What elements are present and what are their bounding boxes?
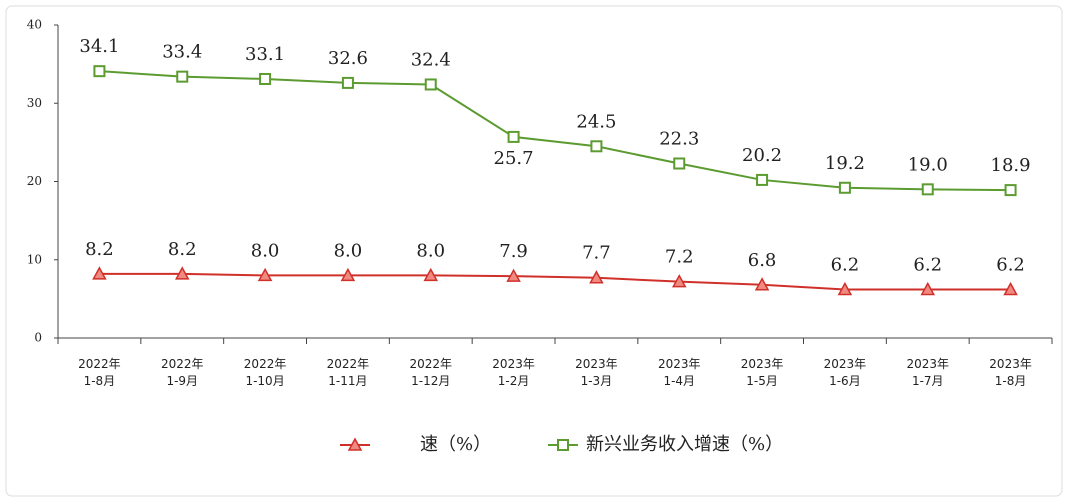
- data-point: [837, 281, 853, 296]
- y-tick-label: 0: [34, 331, 42, 345]
- x-tick-label: 2022年 1-11月: [326, 357, 370, 388]
- x-tick-label: 2022年 1-8月: [78, 357, 121, 388]
- x-tick-label: 2023年 1-5月: [740, 357, 784, 388]
- y-tick-label: 40: [27, 18, 42, 32]
- data-point: [671, 274, 687, 288]
- data-label: 33.4: [162, 42, 202, 63]
- frame: [5, 5, 1063, 497]
- data-point: [92, 266, 107, 280]
- data-point: [341, 76, 354, 89]
- data-point: [424, 78, 437, 91]
- x-tick-label: 2023年 1-3月: [575, 357, 618, 388]
- data-label: 33.1: [245, 44, 285, 65]
- data-label: 19.0: [908, 154, 948, 175]
- x-tick-label: 2023年 1-2月: [492, 357, 535, 388]
- data-point: [340, 267, 356, 282]
- x-tick-label: 2023年 1-4月: [657, 357, 701, 388]
- data-label: 8.2: [85, 239, 114, 260]
- data-point: [176, 70, 189, 83]
- legend-label: 速（%）: [420, 434, 491, 455]
- data-label: 8.0: [251, 240, 280, 261]
- series-line: [99, 272, 1011, 291]
- legend-marker: [347, 437, 363, 451]
- data-point: [93, 65, 106, 78]
- y-tick-label: 30: [27, 96, 42, 110]
- y-tick-label: 10: [27, 252, 42, 266]
- data-label: 8.0: [416, 240, 445, 261]
- data-label: 32.6: [328, 48, 368, 69]
- data-label: 34.1: [79, 36, 119, 57]
- legend-marker: [557, 439, 569, 451]
- data-point: [259, 72, 272, 85]
- x-tick-label: 2022年 1-9月: [160, 357, 204, 388]
- data-label: 18.9: [991, 155, 1031, 176]
- data-point: [507, 130, 520, 143]
- data-label: 6.2: [831, 254, 860, 275]
- data-point: [506, 268, 521, 282]
- data-label: 19.2: [825, 153, 865, 174]
- data-point: [174, 266, 190, 280]
- data-point: [754, 277, 770, 291]
- data-label: 6.2: [996, 254, 1025, 275]
- data-label: 20.2: [742, 145, 782, 166]
- data-label: 6.2: [913, 254, 942, 275]
- x-tick-label: 2022年 1-10月: [243, 357, 287, 388]
- data-point: [590, 140, 603, 153]
- y-tick-label: 20: [27, 174, 42, 188]
- data-point: [257, 267, 273, 282]
- data-point: [1004, 184, 1017, 197]
- data-point: [921, 183, 934, 196]
- series-line: [99, 70, 1011, 192]
- data-point: [673, 157, 686, 170]
- data-point: [838, 181, 851, 194]
- x-tick-label: 2023年 1-7月: [906, 357, 950, 388]
- data-point: [756, 173, 769, 186]
- data-point: [423, 267, 439, 282]
- x-tick-label: 2022年 1-12月: [409, 357, 453, 388]
- data-label: 24.5: [576, 111, 616, 132]
- data-point: [1003, 281, 1018, 296]
- data-label: 8.2: [168, 239, 197, 260]
- x-tick-label: 2023年 1-6月: [823, 357, 867, 388]
- x-tick-label: 2023年 1-8月: [989, 357, 1032, 388]
- data-label: 6.8: [748, 250, 777, 271]
- data-label: 8.0: [334, 240, 363, 261]
- legend-label: 新兴业务收入增速（%）: [586, 434, 783, 455]
- data-label: 7.7: [582, 243, 611, 264]
- data-label: 25.7: [494, 148, 534, 169]
- data-label: 22.3: [659, 129, 699, 150]
- data-label: 7.2: [665, 247, 694, 268]
- data-label: 32.4: [411, 49, 451, 70]
- data-point: [920, 281, 936, 296]
- data-point: [589, 270, 604, 284]
- data-label: 7.9: [499, 241, 528, 262]
